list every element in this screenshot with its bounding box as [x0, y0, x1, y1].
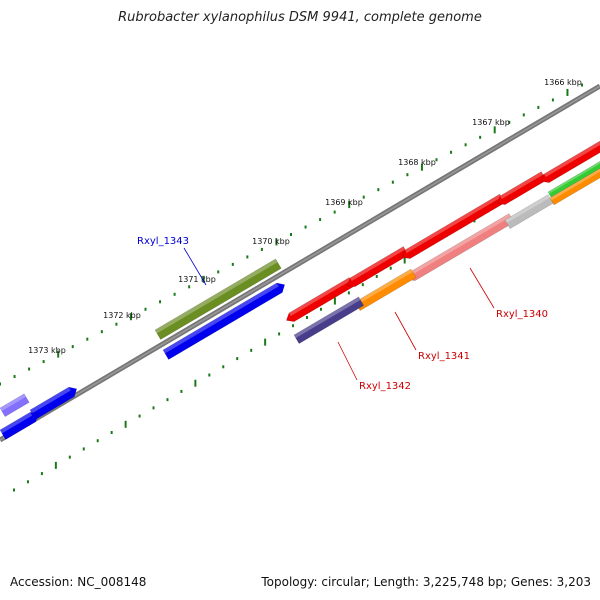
red-gene-5-highlight	[544, 141, 600, 178]
kbp-label: 1369 kbp	[325, 198, 363, 207]
gray-gene-highlight	[505, 194, 550, 224]
kbp-label: 1368 kbp	[398, 158, 436, 167]
kbp-label: 1373 kbp	[28, 346, 66, 355]
red-gene-1-highlight	[289, 277, 352, 317]
genome-summary: Topology: circular; Length: 3,225,748 bp…	[261, 575, 591, 589]
red-gene-2-highlight	[350, 246, 406, 282]
gene-label: Rxyl_1341	[418, 351, 470, 362]
red-gene-4-highlight	[500, 171, 544, 200]
kbp-label: 1372 kbp	[103, 311, 141, 320]
slate-gene	[293, 296, 365, 344]
gene-label-leader	[469, 267, 495, 309]
gene-label-leader	[337, 341, 358, 381]
gene-label: Rxyl_1340	[496, 309, 548, 320]
genome-backbone-highlight	[0, 85, 600, 441]
olive-gene	[154, 258, 282, 340]
kbp-label: 1367 kbp	[472, 118, 510, 127]
slate-gene-highlight	[294, 296, 361, 339]
kbp-label: 1371 kbp	[178, 275, 216, 284]
accession-label: Accession: NC_008148	[10, 575, 147, 589]
kbp-label: 1366 kbp	[544, 78, 582, 87]
green-gene-highlight	[548, 161, 600, 194]
olive-gene-highlight	[155, 258, 278, 334]
map-title: Rubrobacter xylanophilus DSM 9941, compl…	[118, 10, 482, 25]
pink-gene-highlight	[410, 213, 511, 276]
blue-gene-1	[162, 282, 286, 360]
gene-label: Rxyl_1342	[359, 381, 411, 392]
blue-gene-3	[0, 411, 39, 440]
gene-label: Rxyl_1343	[137, 236, 189, 247]
lavender-gene-highlight	[0, 393, 26, 412]
orange-gene-2	[549, 168, 600, 206]
red-gene-3-highlight	[405, 194, 502, 254]
green-gene	[547, 161, 600, 198]
red-gene-5	[541, 140, 600, 183]
gene-label-leader	[183, 247, 207, 286]
lavender-gene	[0, 393, 30, 417]
kbp-label: 1370 kbp	[252, 237, 290, 246]
blue-gene-2-highlight	[30, 387, 71, 414]
blue-gene-3-highlight	[0, 412, 33, 434]
orange-gene-2-highlight	[550, 168, 600, 201]
orange-gene-1-highlight	[355, 269, 413, 306]
blue-gene-1-highlight	[163, 282, 279, 354]
gene-label-leader	[394, 311, 417, 351]
